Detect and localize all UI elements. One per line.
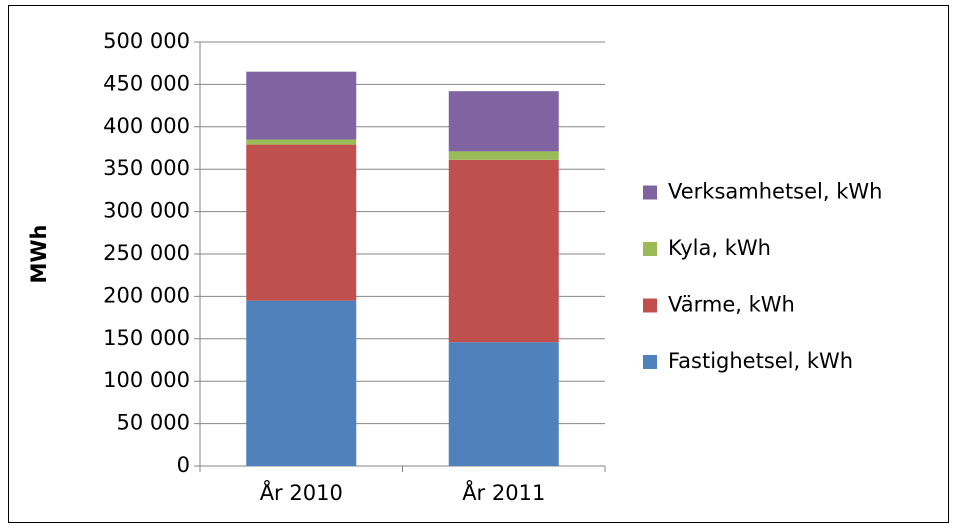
bar-segment (448, 151, 559, 160)
y-tick-label: 450 000 (103, 71, 190, 95)
legend-label: Verksamhetsel, kWh (668, 180, 882, 204)
x-tick-label: År 2011 (462, 479, 545, 505)
y-tick-label: 500 000 (103, 29, 190, 53)
y-axis-label: MWh (27, 224, 51, 283)
bar-segment (448, 342, 559, 466)
y-tick-label: 150 000 (103, 326, 190, 350)
bar-segment (246, 300, 357, 466)
x-tick-label: År 2010 (260, 479, 343, 505)
legend-label: Kyla, kWh (668, 236, 771, 260)
legend-swatch (643, 185, 657, 200)
y-tick-label: 250 000 (103, 241, 190, 265)
y-tick-label: 300 000 (103, 199, 190, 223)
bar-segment (448, 91, 559, 152)
bar-segment (448, 159, 559, 343)
bar-segment (246, 139, 357, 145)
bar-segment (246, 144, 357, 301)
bar-segment (246, 71, 357, 140)
y-tick-label: 350 000 (103, 156, 190, 180)
y-tick-label: 200 000 (103, 283, 190, 307)
legend-swatch (643, 298, 657, 313)
legend-label: Värme, kWh (668, 293, 795, 317)
legend-swatch (643, 355, 657, 369)
y-tick-label: 400 000 (103, 114, 190, 138)
legend-swatch (643, 242, 657, 256)
y-tick-label: 100 000 (103, 368, 190, 392)
legend-label: Fastighetsel, kWh (668, 349, 853, 373)
y-tick-label: 50 000 (117, 411, 190, 435)
y-tick-label: 0 (177, 453, 190, 477)
